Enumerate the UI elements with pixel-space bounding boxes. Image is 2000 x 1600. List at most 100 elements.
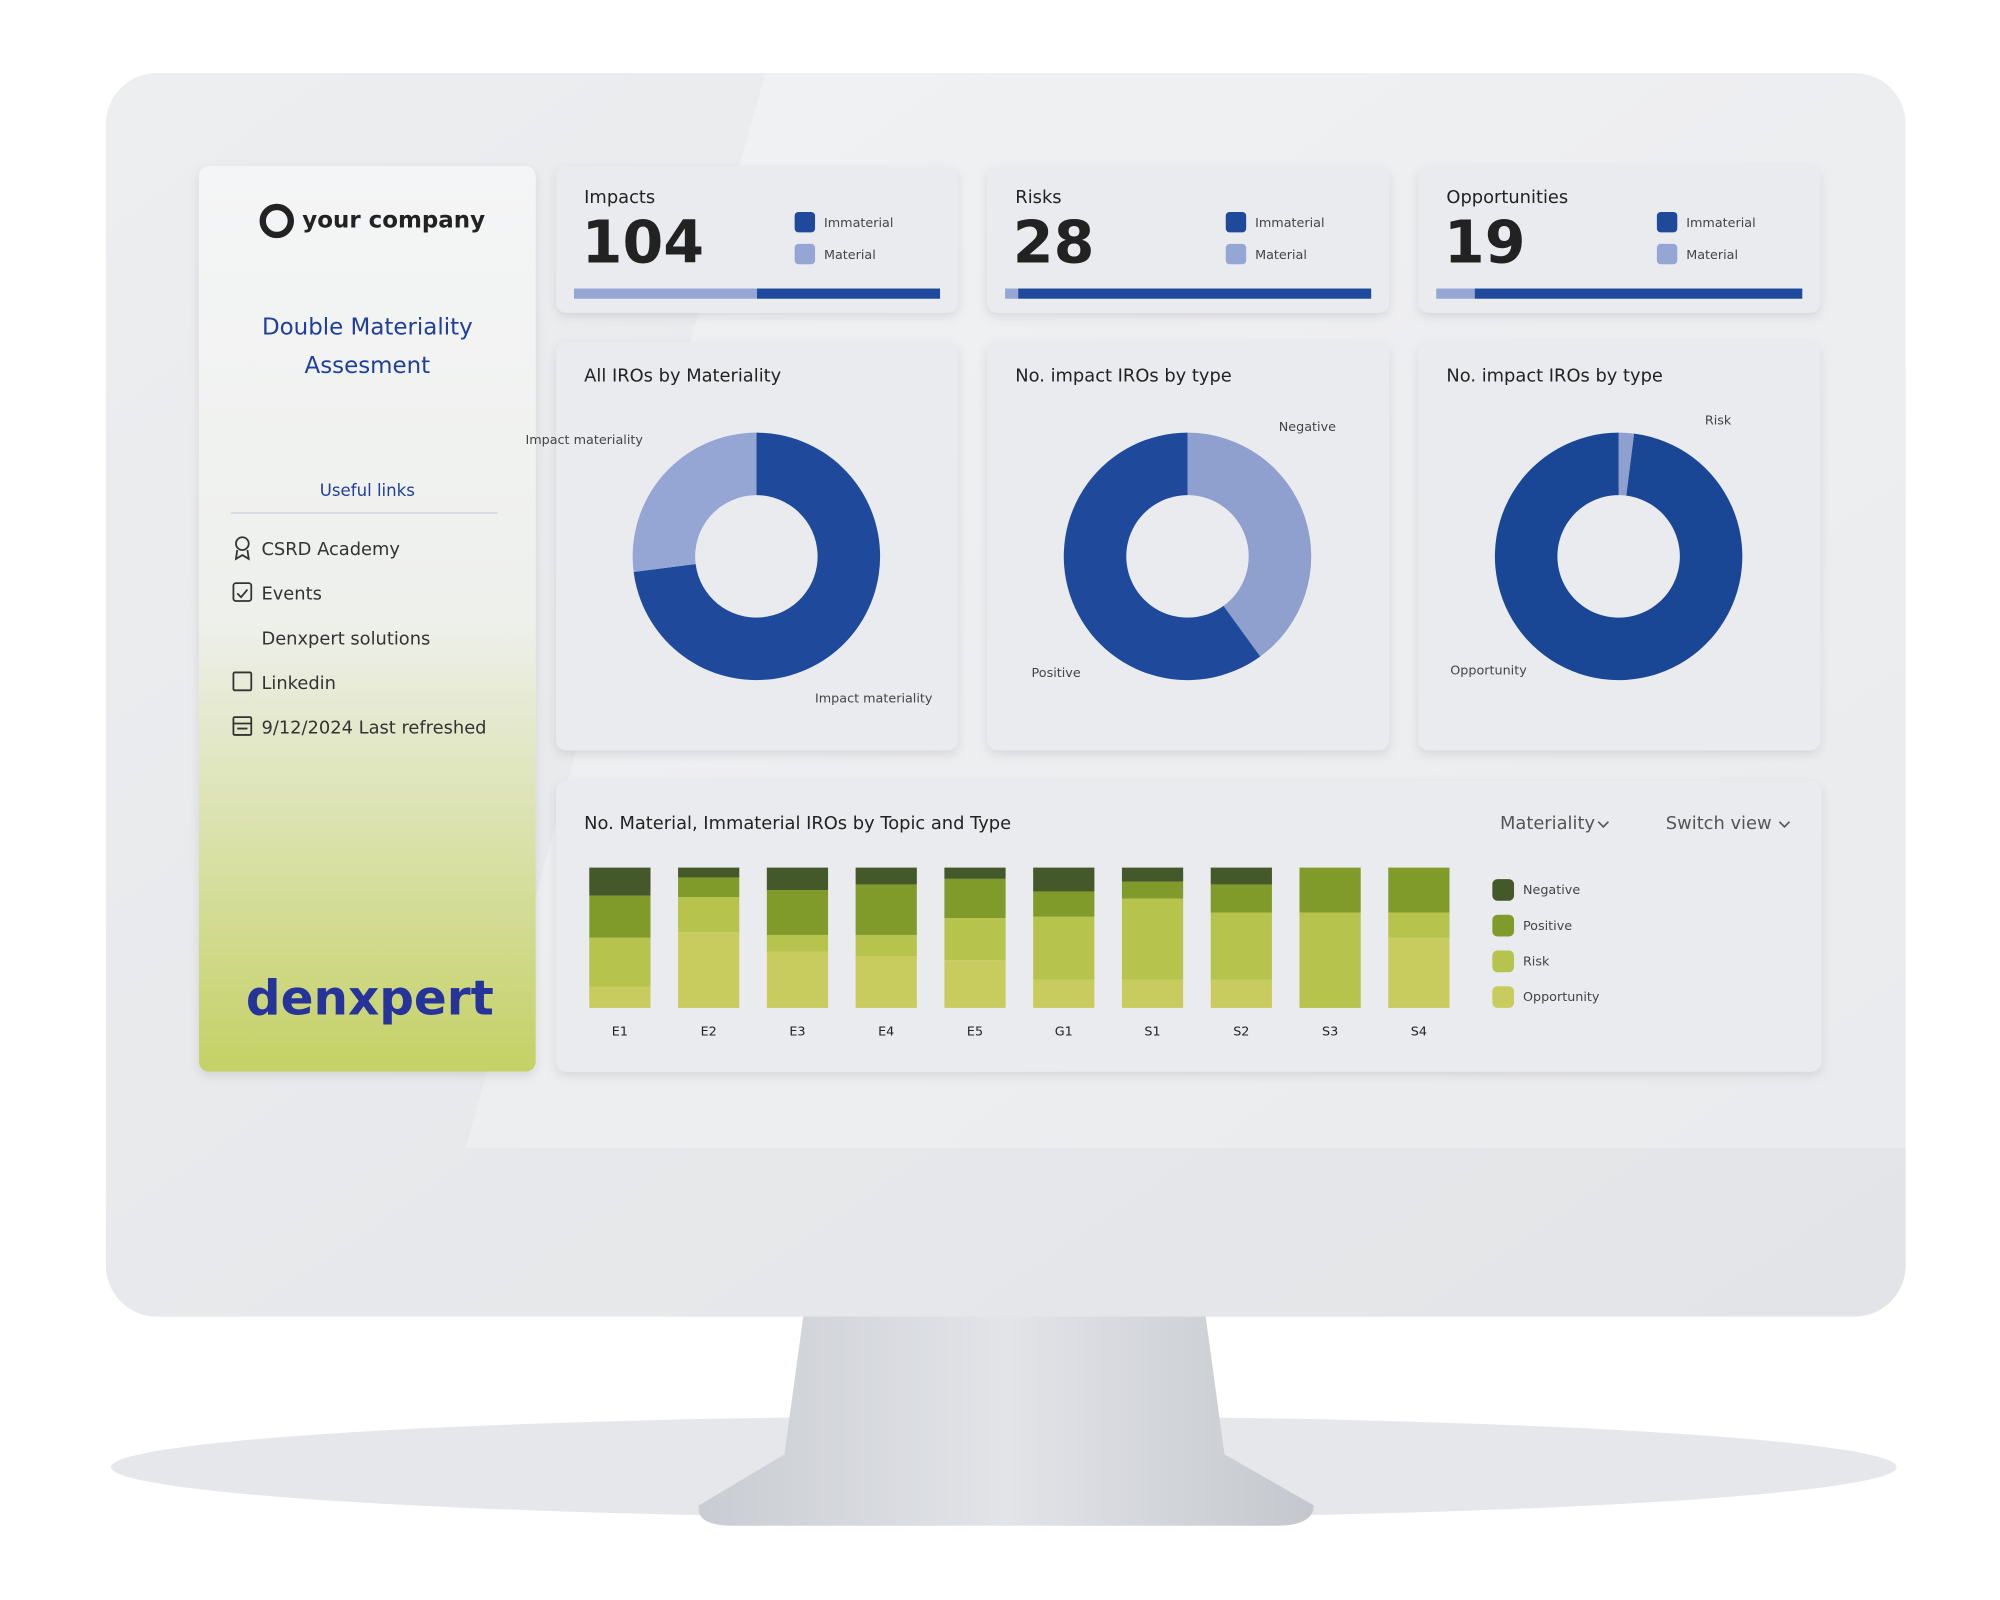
kpi-value: 28: [1013, 209, 1095, 277]
bar-segment: [1299, 912, 1361, 1008]
bar-segment: [944, 960, 1006, 1008]
donut-slice: [1618, 432, 1635, 496]
bar-segment: [944, 878, 1006, 919]
sidebar: [198, 166, 536, 1072]
chart-title: No. Material, Immaterial IROs by Topic a…: [584, 813, 1011, 834]
bar-segment: [1210, 867, 1272, 885]
bar-segment: [855, 934, 917, 956]
legend-label: Opportunity: [1523, 990, 1600, 1005]
kpi-label: Impacts: [584, 187, 655, 208]
donut-slice: [633, 432, 881, 681]
x-tick-label: E3: [789, 1025, 805, 1040]
company-name: your company: [302, 207, 485, 233]
bar-segment: [1121, 881, 1184, 899]
icon: [232, 671, 253, 692]
bar-segment: [1388, 867, 1450, 913]
card: [556, 342, 958, 751]
stand: [698, 1314, 1314, 1526]
slice-label: Positive: [1032, 666, 1081, 681]
chart-title: No. impact IROs by type: [1446, 366, 1662, 387]
x-tick-label: E5: [967, 1025, 983, 1040]
bar-segment: [678, 867, 740, 878]
bar-segment: [678, 897, 740, 933]
donut-slice: [1187, 432, 1312, 657]
chart-title: No. impact IROs by type: [1015, 366, 1231, 387]
legend-label: Positive: [1523, 919, 1572, 934]
x-tick-label: G1: [1055, 1025, 1073, 1040]
legend-swatch: [1492, 950, 1515, 973]
kpi-bar-segment: [757, 288, 941, 299]
slice-label: Impact materiality: [815, 692, 933, 707]
bar-segment: [855, 884, 917, 935]
kpi-value: 19: [1444, 209, 1526, 277]
bar-segment: [589, 937, 651, 987]
sidebar-card: [198, 166, 536, 1072]
bar-segment: [855, 867, 917, 885]
legend-label: Immaterial: [1255, 216, 1324, 231]
legend-swatch: [1225, 211, 1247, 233]
slice-label: Negative: [1279, 420, 1336, 435]
icon: [232, 582, 253, 602]
kpi-value: 104: [582, 209, 704, 277]
legend-swatch: [1225, 243, 1247, 265]
kpi-bar-segment: [1005, 288, 1019, 299]
bar-segment: [855, 955, 917, 1008]
bar-segment: [1121, 867, 1184, 882]
link-icons: [232, 536, 253, 736]
bar-segment: [766, 890, 829, 935]
bar-segment: [1388, 912, 1450, 938]
icon: [235, 536, 250, 551]
icon: [232, 716, 253, 736]
bar-segment: [1033, 867, 1095, 892]
legend-swatch: [794, 243, 816, 265]
link[interactable]: CSRD Academy: [261, 539, 400, 560]
dropdown[interactable]: Switch view: [1666, 813, 1772, 834]
legend-label: Immaterial: [824, 216, 893, 231]
bar-segment: [678, 932, 740, 1008]
legend-label: Immaterial: [1686, 216, 1755, 231]
link[interactable]: Denxpert solutions: [261, 628, 430, 649]
x-tick-label: E1: [612, 1025, 628, 1040]
logo-icon: [259, 203, 295, 239]
link[interactable]: Linkedin: [261, 673, 335, 694]
legend-label: Material: [1255, 248, 1307, 263]
kpi-label: Risks: [1015, 187, 1061, 208]
bar-segment: [1299, 867, 1361, 913]
bar-segment: [766, 951, 829, 1008]
bar-segment: [1388, 937, 1450, 1008]
legend-swatch: [1656, 211, 1678, 233]
x-tick-label: S4: [1411, 1025, 1427, 1040]
donut-slice: [632, 432, 757, 572]
bar-segment: [1121, 898, 1184, 980]
bar-segment: [1210, 979, 1272, 1008]
dropdown[interactable]: Materiality: [1500, 813, 1595, 834]
bar-segment: [1033, 916, 1095, 980]
bar-segment: [589, 895, 651, 938]
bar-segment: [1210, 912, 1272, 980]
bar-segment: [944, 918, 1006, 961]
legend-label: Material: [824, 248, 876, 263]
bar-segment: [766, 867, 829, 891]
chevron: [1778, 821, 1791, 828]
bar-segment: [1121, 979, 1184, 1008]
bar-segment: [1210, 884, 1272, 913]
legend-label: Negative: [1523, 883, 1580, 898]
kpi-bar-segment: [573, 288, 758, 299]
icon: [234, 549, 250, 561]
card: [1418, 166, 1821, 313]
legend-label: Material: [1686, 248, 1738, 263]
icon: [236, 588, 249, 599]
brand-logo: denxpert: [246, 971, 494, 1027]
x-tick-label: E4: [878, 1025, 894, 1040]
kpi-label: Opportunities: [1446, 187, 1568, 208]
bar-segment: [1033, 891, 1095, 917]
bar-segment: [1033, 979, 1095, 1008]
card: [1418, 342, 1821, 751]
links-heading: Useful links: [320, 481, 415, 500]
link[interactable]: Events: [261, 584, 321, 605]
x-tick-label: S2: [1233, 1025, 1249, 1040]
link: 9/12/2024 Last refreshed: [261, 718, 486, 739]
legend-swatch: [1656, 243, 1678, 265]
